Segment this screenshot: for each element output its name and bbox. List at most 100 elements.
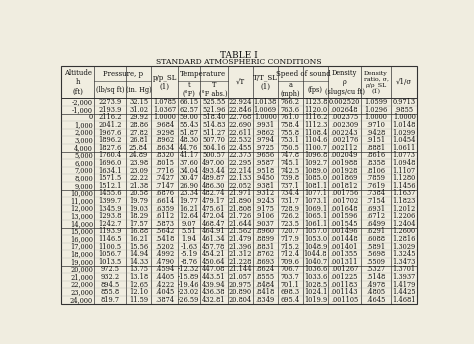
Text: .4405: .4405 xyxy=(155,273,174,281)
Text: 12.65: 12.65 xyxy=(129,280,148,289)
Text: 1013.5: 1013.5 xyxy=(98,258,122,266)
Text: 1019.9: 1019.9 xyxy=(304,296,327,304)
Text: .8962: .8962 xyxy=(155,136,174,144)
Text: .8349: .8349 xyxy=(255,296,275,304)
Text: 500.57: 500.57 xyxy=(202,151,225,159)
Text: 747.8: 747.8 xyxy=(281,151,300,159)
Text: 1092.7: 1092.7 xyxy=(304,159,327,167)
Text: 19.79: 19.79 xyxy=(129,197,148,205)
Text: 731.7: 731.7 xyxy=(281,197,300,205)
Text: 0.002520: 0.002520 xyxy=(329,98,360,106)
Text: 1089.0: 1089.0 xyxy=(304,166,327,175)
Text: 22.690: 22.690 xyxy=(228,121,252,129)
Text: 712.4: 712.4 xyxy=(281,250,300,258)
Text: 28.86: 28.86 xyxy=(129,121,148,129)
Text: .6876: .6876 xyxy=(155,190,174,197)
Text: 1760.4: 1760.4 xyxy=(98,151,122,159)
Text: 14.94: 14.94 xyxy=(129,250,148,258)
Text: 1024.1: 1024.1 xyxy=(304,288,327,296)
Text: 1.4425: 1.4425 xyxy=(392,288,416,296)
Text: 695.4: 695.4 xyxy=(281,296,300,304)
Text: 21.057: 21.057 xyxy=(228,273,252,281)
Text: 21.312: 21.312 xyxy=(228,250,252,258)
Text: 432.81: 432.81 xyxy=(202,296,226,304)
Text: 1077.1: 1077.1 xyxy=(304,190,327,197)
Text: (lb/sq ft): (lb/sq ft) xyxy=(96,86,124,94)
Text: 14.33: 14.33 xyxy=(129,258,148,266)
Text: .8015: .8015 xyxy=(155,159,174,167)
Text: 475.61: 475.61 xyxy=(202,205,226,213)
Text: 20.58: 20.58 xyxy=(129,190,148,197)
Text: 894.5: 894.5 xyxy=(100,280,119,289)
Text: 13,000: 13,000 xyxy=(70,212,93,220)
Text: .9106: .9106 xyxy=(256,212,275,220)
Text: 1.94: 1.94 xyxy=(182,235,196,243)
Text: 6,000: 6,000 xyxy=(74,159,93,167)
Text: 19.77: 19.77 xyxy=(179,197,198,205)
Text: .001311: .001311 xyxy=(331,258,358,266)
Text: 9,000: 9,000 xyxy=(74,182,93,190)
Text: 30.47: 30.47 xyxy=(179,174,198,182)
Text: .9243: .9243 xyxy=(255,197,275,205)
Text: 44.76: 44.76 xyxy=(179,144,199,152)
Text: 472.04: 472.04 xyxy=(202,212,226,220)
Text: 497.00: 497.00 xyxy=(202,159,225,167)
Text: 1,000: 1,000 xyxy=(74,121,93,129)
Text: 1085.0: 1085.0 xyxy=(304,174,327,182)
Text: 24,000: 24,000 xyxy=(70,296,93,304)
Text: 22.052: 22.052 xyxy=(228,182,252,190)
Text: 1.0599: 1.0599 xyxy=(365,98,388,106)
Text: .7619: .7619 xyxy=(366,182,385,190)
Text: 489.87: 489.87 xyxy=(202,174,226,182)
Text: 1123.8: 1123.8 xyxy=(304,98,327,106)
Text: (fps): (fps) xyxy=(308,86,323,94)
Text: .001928: .001928 xyxy=(331,166,358,175)
Text: 1116.2: 1116.2 xyxy=(304,114,327,121)
Text: 447.08: 447.08 xyxy=(202,265,226,273)
Text: .9725: .9725 xyxy=(256,144,275,152)
Text: 1.2404: 1.2404 xyxy=(392,220,416,228)
Text: 62.57: 62.57 xyxy=(179,106,198,114)
Text: .001355: .001355 xyxy=(331,250,358,258)
Text: .8831: .8831 xyxy=(255,243,275,250)
Text: 750.5: 750.5 xyxy=(281,144,300,152)
Text: 1065.1: 1065.1 xyxy=(304,212,327,220)
Text: 482.74: 482.74 xyxy=(202,190,226,197)
Text: 1.0773: 1.0773 xyxy=(392,151,416,159)
Text: Density
ratio, σ,
ρ/ρ_SL
(1): Density ratio, σ, ρ/ρ_SL (1) xyxy=(364,71,389,94)
Text: 21.228: 21.228 xyxy=(228,258,252,266)
Text: .3874: .3874 xyxy=(155,296,174,304)
Text: 734.4: 734.4 xyxy=(281,190,300,197)
Text: 2193.9: 2193.9 xyxy=(98,106,122,114)
Text: .9656: .9656 xyxy=(255,151,275,159)
Text: .8634: .8634 xyxy=(155,144,174,152)
Text: 21,000: 21,000 xyxy=(70,273,93,281)
Text: 1.0069: 1.0069 xyxy=(254,106,277,114)
Text: .9298: .9298 xyxy=(155,129,174,137)
Text: .001267: .001267 xyxy=(331,265,358,273)
Text: 19.03: 19.03 xyxy=(129,205,148,213)
Text: .8762: .8762 xyxy=(256,250,275,258)
Text: 1.3473: 1.3473 xyxy=(392,258,416,266)
Text: 1399.7: 1399.7 xyxy=(98,197,122,205)
Text: 23.34: 23.34 xyxy=(179,190,199,197)
Text: 13.18: 13.18 xyxy=(129,273,148,281)
Text: -2,000: -2,000 xyxy=(72,98,93,106)
Text: 4,000: 4,000 xyxy=(74,144,93,152)
Text: 1512.1: 1512.1 xyxy=(98,182,122,190)
Text: 16.88: 16.88 xyxy=(129,227,148,235)
Text: -26.59: -26.59 xyxy=(178,296,200,304)
Text: 1057.0: 1057.0 xyxy=(304,227,327,235)
Text: .5873: .5873 xyxy=(155,220,174,228)
Text: 1.2600: 1.2600 xyxy=(392,227,416,235)
Text: 22.373: 22.373 xyxy=(228,151,252,159)
Text: 1.0367: 1.0367 xyxy=(153,106,176,114)
Text: .9855: .9855 xyxy=(395,106,414,114)
Text: .001496: .001496 xyxy=(331,227,358,235)
Text: 766.2: 766.2 xyxy=(281,98,300,106)
Text: 1.2816: 1.2816 xyxy=(392,235,416,243)
Text: TABLE I: TABLE I xyxy=(220,51,258,60)
Text: 1.4179: 1.4179 xyxy=(392,280,416,289)
Text: .5327: .5327 xyxy=(366,265,385,273)
Text: 758.4: 758.4 xyxy=(281,121,300,129)
